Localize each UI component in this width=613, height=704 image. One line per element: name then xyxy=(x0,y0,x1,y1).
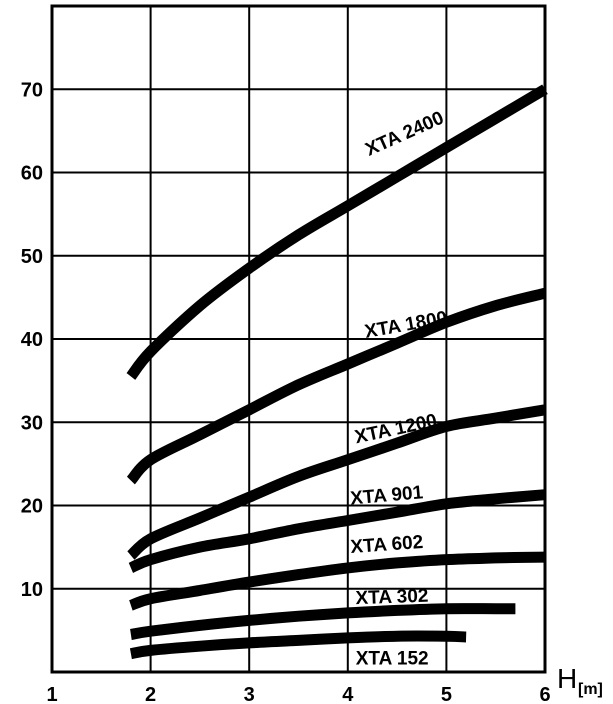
series-lines xyxy=(126,84,548,660)
series-line xyxy=(128,551,546,611)
series-label: XTA 302 xyxy=(355,586,429,610)
x-axis-title-main: H xyxy=(557,663,577,694)
y-tick-label: 50 xyxy=(21,246,43,268)
x-tick-label: 2 xyxy=(145,684,156,704)
plot-frame xyxy=(50,4,547,674)
series-label: XTA 152 xyxy=(356,649,429,670)
series-line xyxy=(129,603,516,640)
y-tick-label: 20 xyxy=(21,496,43,518)
x-tick-label: 5 xyxy=(441,684,452,704)
y-tick-label: 70 xyxy=(21,79,43,101)
y-tick-label: 10 xyxy=(21,579,43,601)
x-tick-label: 1 xyxy=(46,684,57,704)
tick-labels: 1 2 3 4 5 6 10 20 30 40 50 60 70 xyxy=(21,79,551,704)
x-axis-title: H [m] xyxy=(557,663,603,698)
series-line xyxy=(126,287,547,485)
series-line xyxy=(127,404,546,560)
x-axis-title-unit: [m] xyxy=(578,681,603,698)
series-label: XTA 602 xyxy=(350,532,424,558)
grid xyxy=(52,6,545,672)
y-tick-label: 30 xyxy=(21,412,43,434)
series-line xyxy=(129,630,467,660)
x-tick-label: 6 xyxy=(539,684,550,704)
x-tick-label: 3 xyxy=(244,684,255,704)
series-line xyxy=(128,489,546,573)
y-tick-label: 60 xyxy=(21,163,43,185)
y-tick-label: 40 xyxy=(21,329,43,351)
series-line xyxy=(126,84,548,380)
x-tick-label: 4 xyxy=(342,684,354,704)
